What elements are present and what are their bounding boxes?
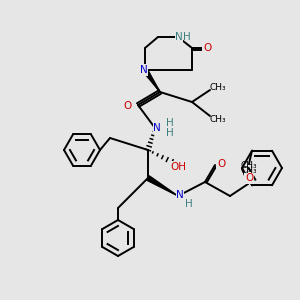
- Text: N: N: [176, 190, 184, 200]
- Text: O: O: [245, 173, 253, 183]
- Text: H: H: [166, 118, 174, 128]
- Text: CH₃: CH₃: [241, 166, 257, 175]
- Text: OH: OH: [170, 162, 186, 172]
- Text: N: N: [175, 32, 183, 42]
- Text: H: H: [185, 199, 193, 209]
- Text: O: O: [203, 43, 211, 53]
- Text: O: O: [124, 101, 132, 111]
- Text: H: H: [166, 128, 174, 138]
- Text: CH₃: CH₃: [241, 161, 257, 170]
- Text: N: N: [153, 123, 161, 133]
- Text: N: N: [140, 65, 148, 75]
- Text: CH₃: CH₃: [210, 115, 226, 124]
- Polygon shape: [143, 69, 160, 92]
- Polygon shape: [147, 176, 178, 196]
- Text: H: H: [183, 32, 191, 42]
- Text: CH₃: CH₃: [210, 82, 226, 91]
- Text: O: O: [217, 159, 225, 169]
